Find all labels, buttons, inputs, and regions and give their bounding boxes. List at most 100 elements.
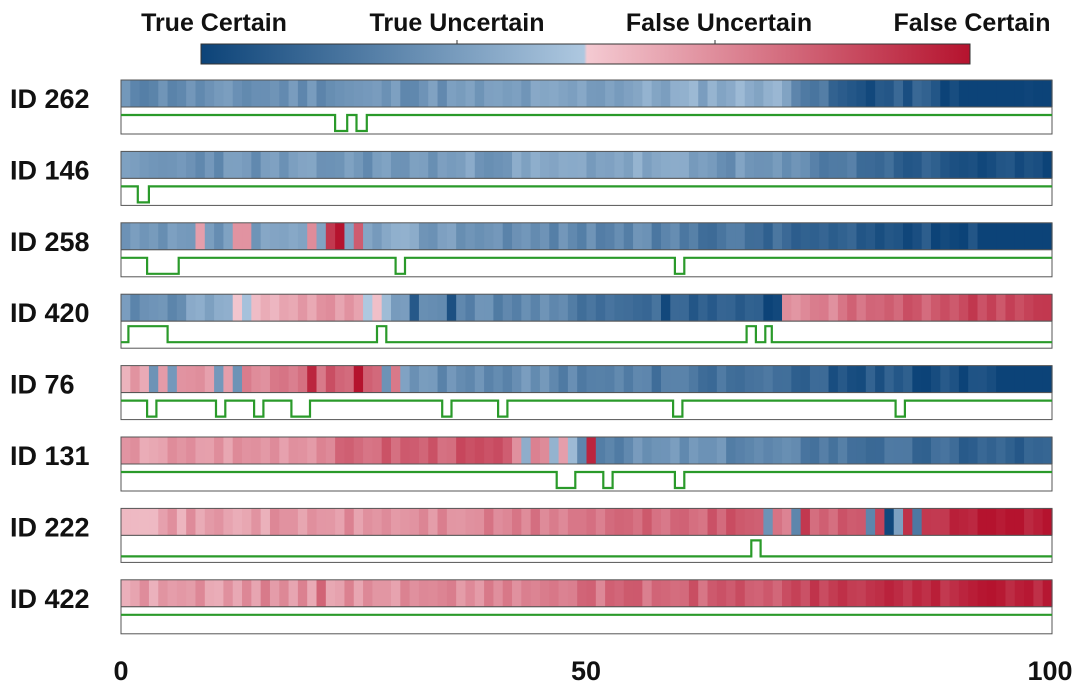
heat-cell (121, 365, 131, 393)
heat-cell (828, 365, 839, 393)
heat-cell (316, 151, 327, 179)
heat-cell (428, 151, 439, 179)
heat-cell (335, 80, 346, 107)
heat-cell (912, 579, 923, 607)
heat-cell (940, 437, 951, 464)
heat-cell (977, 508, 988, 536)
heat-cell (698, 80, 709, 107)
heat-cell (269, 365, 280, 393)
heat-cell (195, 508, 206, 536)
heat-cell (996, 294, 1007, 322)
colorbar-label-false-certain: False Certain (893, 9, 1050, 37)
heat-cell (586, 80, 597, 107)
heat-cell (847, 437, 858, 464)
heat-cell (930, 151, 941, 179)
heat-cell (539, 294, 550, 322)
heat-cell (456, 294, 467, 322)
heat-cell (232, 151, 243, 179)
heat-cell (409, 365, 420, 393)
heat-cell (754, 294, 764, 322)
heat-cell (865, 579, 876, 607)
heat-cell (633, 508, 643, 536)
heat-cell (679, 80, 690, 107)
heat-cell (679, 365, 690, 393)
heat-cell (335, 222, 346, 250)
heat-cell (986, 508, 997, 536)
x-tick-label: 0 (113, 656, 128, 686)
heat-cell (186, 151, 197, 179)
heat-cell (595, 365, 606, 393)
heat-cell (400, 151, 411, 179)
heat-cell (167, 294, 178, 322)
heat-cell (614, 151, 625, 179)
heat-cell (875, 365, 886, 393)
heat-cell (865, 80, 876, 107)
heat-cell (148, 437, 159, 464)
heat-cell (912, 151, 923, 179)
heat-cell (1014, 579, 1025, 607)
heat-cell (977, 579, 988, 607)
heat-cell (754, 222, 764, 250)
row-label: ID 131 (10, 441, 90, 471)
heat-cell (754, 365, 764, 393)
heat-cell (158, 222, 169, 250)
heat-cell (986, 294, 997, 322)
heat-cell (400, 222, 411, 250)
indicator-line (121, 256, 1052, 275)
heat-cell (325, 365, 336, 393)
heat-cell (130, 151, 141, 179)
heat-cell (633, 579, 643, 607)
heat-cell (167, 151, 178, 179)
heat-cell (316, 365, 327, 393)
heat-cell (754, 80, 764, 107)
heat-cell (642, 151, 653, 179)
heat-cell (930, 579, 941, 607)
heat-cell (353, 437, 364, 464)
row-label: ID 146 (10, 155, 90, 185)
heat-cell (204, 579, 215, 607)
heat-cell (521, 222, 532, 250)
heat-cell (372, 151, 383, 179)
heat-cell (837, 579, 848, 607)
heat-cell (1005, 437, 1016, 464)
heat-cell (558, 365, 569, 393)
heat-cell (344, 437, 355, 464)
heat-cell (372, 222, 383, 250)
heat-cell (716, 151, 727, 179)
heat-cell (642, 437, 653, 464)
heat-cell (502, 151, 513, 179)
heat-cell (297, 508, 308, 536)
heat-cell (605, 508, 616, 536)
heat-cell (614, 294, 625, 322)
heat-cell (791, 437, 802, 464)
heat-cell (558, 508, 569, 536)
heat-cell (242, 222, 252, 250)
heat-cell (251, 437, 262, 464)
heat-cell (316, 508, 327, 536)
heat-cell (176, 579, 187, 607)
heat-cell (372, 294, 383, 322)
heat-cell (782, 80, 792, 107)
heat-cell (446, 294, 457, 322)
heat-cell (512, 151, 522, 179)
heat-cell (493, 437, 504, 464)
heat-cell (958, 294, 969, 322)
heat-cell (977, 437, 988, 464)
heat-cell (335, 508, 346, 536)
heat-cell (484, 365, 494, 393)
heat-cell (186, 579, 197, 607)
heat-cell (204, 151, 215, 179)
heat-cell (679, 222, 690, 250)
heat-cell (139, 579, 150, 607)
heat-cell (1042, 437, 1053, 464)
heat-cell (493, 222, 504, 250)
heat-cell (307, 508, 318, 536)
heat-cell (269, 151, 280, 179)
heat-cell (996, 151, 1007, 179)
heat-cell (288, 437, 299, 464)
heat-cell (726, 437, 737, 464)
heat-cell (549, 151, 560, 179)
heat-cell (623, 222, 634, 250)
heat-cell (260, 365, 271, 393)
heat-cell (148, 508, 159, 536)
